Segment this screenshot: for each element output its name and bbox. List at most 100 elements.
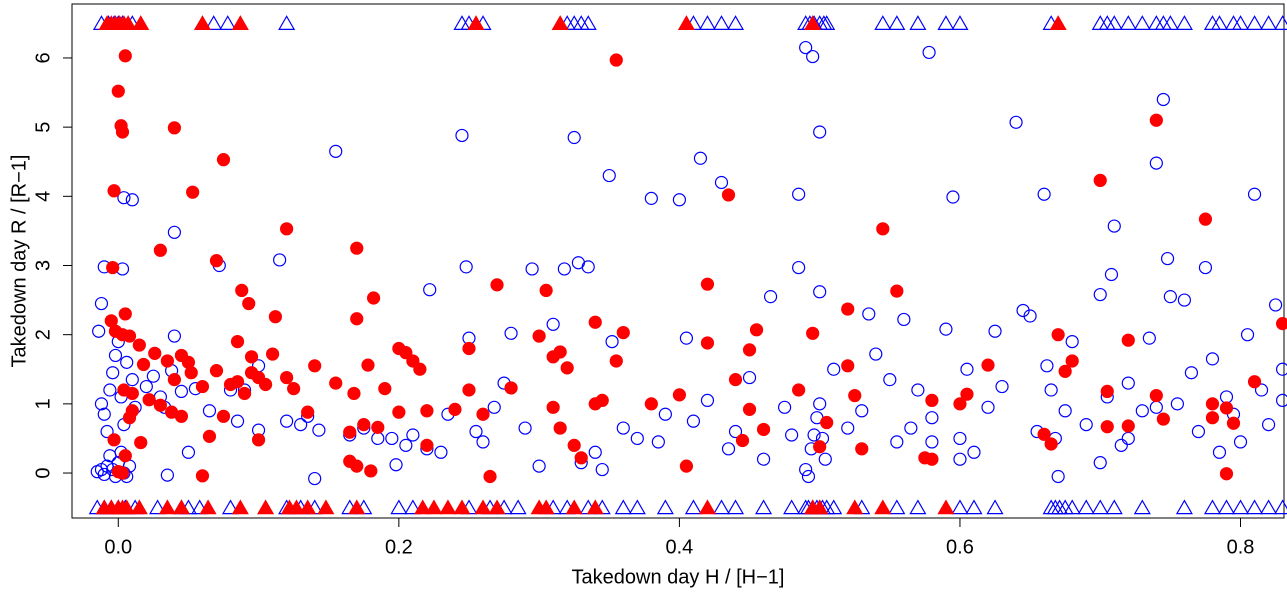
point [1219,467,1234,481]
triangle-point [404,499,422,515]
point [925,411,939,425]
point [581,260,595,274]
triangle-point [205,15,223,30]
point [134,435,148,450]
point [813,285,827,299]
point [1275,317,1287,331]
point [939,322,953,336]
point [609,354,623,368]
point [1044,383,1058,397]
x-axis-label: Takedown day H / [H−1] [572,566,785,588]
point [1247,187,1262,201]
point [1135,404,1149,418]
triangle-point [474,499,492,515]
point [925,452,939,466]
point [287,382,301,396]
point [167,121,182,135]
point [756,422,771,437]
point [1205,352,1220,366]
point [532,459,546,473]
triangle-point [1260,499,1278,515]
point [174,409,189,423]
triangle-point [804,15,822,30]
triangle-point [1231,499,1250,515]
point [1114,438,1128,452]
point [644,397,658,411]
point [308,359,322,373]
point [1156,412,1170,426]
point [153,398,167,412]
plot-frame [71,3,1285,519]
point [981,400,995,414]
point [749,323,764,337]
point [813,440,827,454]
triangle-point [698,15,716,30]
triangle-point [1091,499,1109,515]
point [848,388,862,403]
point [595,393,609,407]
point [117,383,131,397]
point [122,329,137,343]
point [148,346,162,360]
x-tick-label: 0.4 [665,536,693,558]
triangle-point [1210,15,1229,30]
point [763,290,778,304]
point [1104,267,1119,282]
point [115,466,130,480]
triangle-point [586,499,604,515]
y-tick-label: 5 [32,122,54,133]
point [94,296,109,311]
point [841,421,855,435]
point [988,324,1002,338]
point [728,373,743,387]
point [735,433,750,448]
point [869,347,883,361]
point [389,458,403,472]
triangle-point [1077,499,1095,515]
point [651,435,665,449]
point [280,414,294,428]
point [350,241,364,255]
point [1163,290,1177,304]
triangle-point [755,499,773,515]
point [1051,328,1065,342]
point [1226,416,1241,430]
point [357,418,371,432]
point [721,188,736,202]
point [1149,156,1163,170]
point [195,379,210,394]
triangle-point [846,499,864,515]
triangle-point [656,499,674,515]
point [462,341,476,356]
triangle-point [191,499,209,515]
point [490,278,504,292]
triangle-point [986,499,1004,515]
point [125,373,139,387]
triangle-point [199,499,217,515]
point [1065,354,1079,368]
triangle-point [1217,499,1236,515]
x-tick-label: 0.2 [385,536,413,558]
triangle-point [937,15,955,30]
point [1079,418,1093,432]
point [1198,260,1213,275]
y-axis-label: Takedown day R / [R−1] [8,155,30,368]
point [371,431,385,446]
point [406,428,420,442]
point [487,400,501,414]
point [799,462,813,477]
y-tick-label: 4 [32,191,54,202]
point [1254,383,1269,397]
triangle-point [257,499,275,515]
point [806,49,820,64]
triangle-point [965,499,983,515]
triangle-point [951,15,969,30]
triangle-point [1133,15,1151,30]
point [94,397,109,411]
triangle-point [425,499,443,515]
point [1009,115,1023,129]
point [273,253,287,267]
point [434,445,448,459]
point [806,326,820,340]
point [1149,113,1163,127]
